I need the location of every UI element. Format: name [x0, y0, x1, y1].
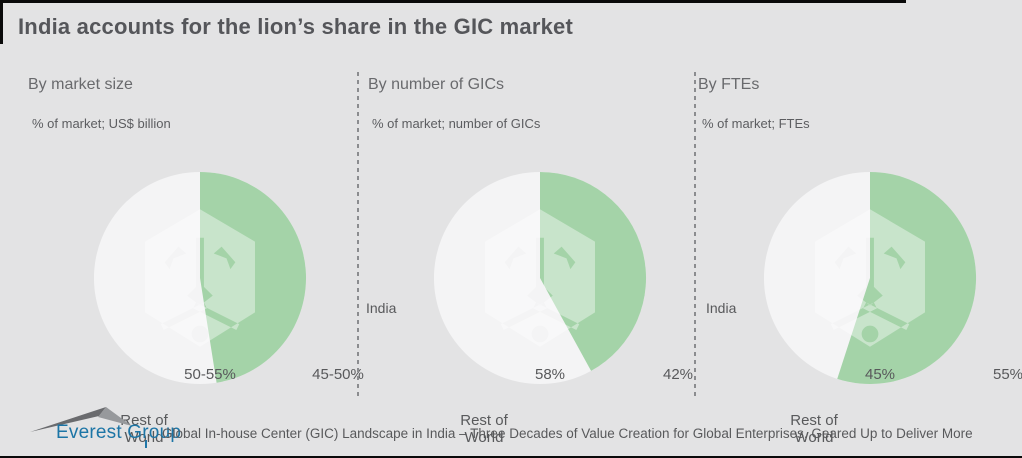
pie-wrap: India 45% 55% Rest of World [762, 170, 1022, 445]
panel-heading: By FTEs [698, 76, 760, 93]
india-value-label: 55% [992, 366, 1022, 383]
pie-panel: By FTEs % of market; FTEs India 45% 55% … [690, 72, 1022, 445]
pie-chart [433, 171, 647, 385]
top-edge-bar [0, 0, 906, 3]
rest-label: Rest of World [120, 412, 168, 446]
bottom-blue-tick [145, 440, 147, 448]
india-value-label: 45-50% [312, 366, 364, 383]
footer: Everest Group Global In-house Center (GI… [0, 400, 1022, 450]
india-label: India [706, 300, 737, 316]
top-left-corner-mark [0, 0, 3, 44]
footer-caption: Global In-house Center (GIC) Landscape i… [162, 426, 973, 441]
lion-face-watermark-icon [815, 209, 925, 347]
panel-heading: By number of GICs [368, 76, 505, 93]
india-slice [200, 171, 307, 383]
india-slice [837, 171, 977, 385]
lion-face-watermark-icon [485, 209, 595, 347]
pie-chart [93, 171, 307, 385]
rest-label: Rest of World [790, 412, 838, 446]
bottom-edge-bar [0, 456, 1022, 458]
pie-panel: By number of GICs % of market; number of… [360, 72, 736, 445]
rest-label: Rest of World [460, 412, 508, 446]
everest-mountain-icon [30, 407, 132, 432]
panel-unit-label: % of market; number of GICs [372, 116, 541, 131]
brand-name: Everest Group [56, 422, 182, 443]
panel-unit-label: % of market; US$ billion [32, 116, 171, 131]
panel-heading: By market size [28, 76, 133, 93]
section-divider [694, 72, 696, 398]
section-divider [357, 72, 359, 398]
pie-chart [763, 171, 977, 385]
india-label: India [366, 300, 397, 316]
india-slice [540, 171, 647, 371]
rest-value-label: 45% [864, 366, 896, 383]
rest-value-label: 50-55% [184, 366, 236, 383]
pie-wrap: India 58% 42% Rest of World [432, 170, 736, 445]
pie-wrap: India 50-55% 45-50% Rest of World [92, 170, 396, 445]
lion-face-watermark-icon [145, 209, 255, 347]
panel-unit-label: % of market; FTEs [702, 116, 810, 131]
page-title: India accounts for the lion’s share in t… [18, 14, 574, 39]
pie-panel: By market size % of market; US$ billion … [20, 72, 396, 445]
rest-value-label: 58% [534, 366, 566, 383]
india-value-label: 42% [662, 366, 694, 383]
